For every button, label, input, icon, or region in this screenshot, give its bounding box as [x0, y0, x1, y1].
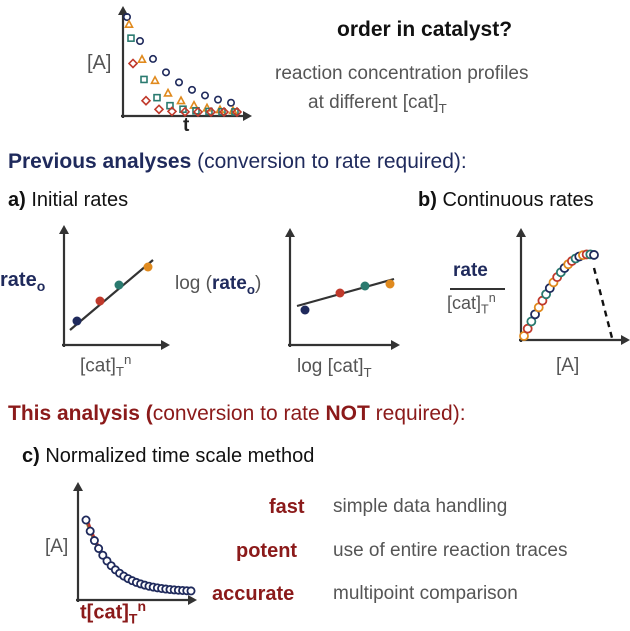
top-series1-point	[214, 95, 223, 104]
a1-data-point-1	[72, 316, 82, 326]
top-series4-point	[153, 104, 165, 115]
a2-data-point-1	[300, 305, 310, 315]
top-series4-point	[140, 95, 152, 106]
feature-accurate-key: accurate	[212, 583, 295, 605]
c-data-point-26	[186, 586, 196, 596]
a1-data-point-2	[95, 296, 105, 306]
top-series1-point	[188, 85, 197, 94]
plot-c-xlabel: t[cat]Tn	[80, 598, 147, 627]
plot-a1-ylabel: rateo	[0, 269, 46, 294]
question-text: order in catalyst?	[337, 18, 513, 41]
top-series1-point	[175, 78, 184, 87]
top-series1-point	[162, 68, 171, 77]
c-data-point-2	[85, 526, 95, 536]
plot-b-ylabel-numerator: rate	[453, 260, 488, 281]
top-series1-point	[201, 91, 210, 100]
feature-accurate-text: multipoint comparison	[333, 583, 518, 604]
c-data-point-3	[89, 536, 99, 546]
feature-fast-text: simple data handling	[333, 496, 508, 517]
top-series2-point	[163, 87, 173, 97]
top-series4-point	[192, 106, 204, 118]
top-series4-point	[231, 106, 243, 118]
panel-c-title: c) Normalized time scale method	[22, 445, 315, 467]
feature-potent-key: potent	[236, 540, 298, 562]
top-series4-point	[218, 106, 230, 118]
top-series4-point	[179, 106, 191, 117]
top-series3-point	[127, 34, 135, 42]
top-series1-point	[227, 98, 236, 107]
a1-x-arrowhead	[161, 340, 170, 350]
top-series3-point	[140, 75, 148, 84]
plot-b-ylabel-denominator: [cat]Tn	[447, 291, 496, 317]
top-series2-point	[150, 75, 160, 85]
plot-a2-ylabel: log (rateo)	[175, 273, 262, 297]
a2-data-point-2	[335, 288, 345, 298]
top-series4-point	[127, 58, 139, 69]
description-line1: reaction concentration profiles	[275, 63, 529, 84]
c-x-arrowhead	[188, 595, 197, 605]
plot-a1-xlabel: [cat]Tn	[80, 352, 132, 380]
feature-potent-text: use of entire reaction traces	[333, 540, 568, 561]
panel-b-title: b) Continuous rates	[418, 189, 594, 211]
a2-fit-line	[296, 277, 395, 308]
description-line2: at different [cat]T	[308, 92, 447, 116]
top-series4-point	[166, 106, 178, 117]
b-data-point-1	[519, 331, 529, 341]
top-xlabel: t	[183, 115, 190, 136]
plot-c-ylabel: [A]	[45, 536, 69, 557]
a2-data-point-4	[385, 279, 395, 289]
b-y-arrowhead	[516, 228, 526, 237]
a1-fit-line	[69, 259, 154, 331]
top-series2-point	[124, 18, 134, 28]
a2-x-arrowhead	[391, 340, 400, 350]
top-series2-point	[137, 54, 147, 64]
c-data-point-4	[94, 544, 104, 554]
a1-data-point-3	[114, 280, 124, 290]
a2-data-point-3	[360, 281, 370, 291]
a1-y-arrowhead	[59, 225, 69, 234]
this-analysis-heading: This analysis (conversion to rate NOT re…	[8, 402, 466, 425]
top-ylabel: [A]	[87, 52, 112, 74]
feature-fast-key: fast	[269, 496, 305, 518]
panel-a-title: a) Initial rates	[8, 189, 129, 211]
b-x-arrowhead	[621, 335, 630, 345]
top-series4-point	[205, 106, 217, 118]
b-extrapolation-dashed-line	[592, 267, 614, 339]
top-series1-point	[136, 37, 145, 46]
top-y-arrowhead	[118, 6, 128, 15]
a2-y-arrowhead	[285, 228, 295, 237]
c-data-point-1	[81, 515, 91, 525]
plot-b-xlabel: [A]	[556, 355, 580, 376]
top-series1-point	[149, 54, 158, 63]
top-series1-point	[123, 13, 132, 22]
c-data-point-5	[98, 550, 108, 560]
b-data-point-20	[589, 250, 599, 260]
c-y-arrowhead	[73, 482, 83, 491]
b-data-point-2	[522, 323, 533, 334]
top-x-arrowhead	[243, 111, 252, 121]
plot-a2-xlabel: log [cat]T	[297, 356, 372, 380]
a1-data-point-4	[143, 262, 153, 272]
top-series2-point	[176, 95, 186, 105]
top-series3-point	[153, 93, 161, 102]
previous-analyses-heading: Previous analyses (conversion to rate re…	[8, 150, 467, 173]
